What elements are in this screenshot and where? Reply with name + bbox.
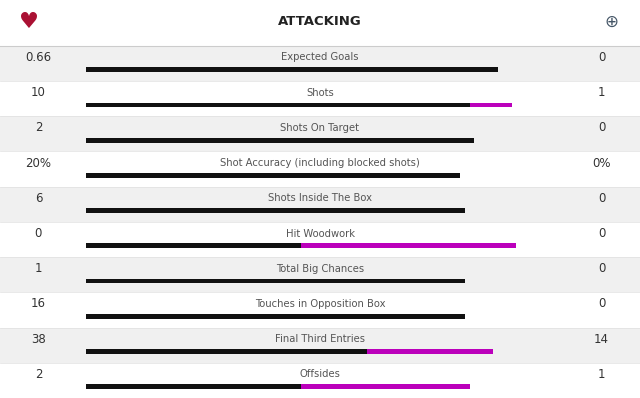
Text: Shot Accuracy (including blocked shots): Shot Accuracy (including blocked shots) bbox=[220, 158, 420, 168]
Text: Shots Inside The Box: Shots Inside The Box bbox=[268, 193, 372, 203]
Text: ⊕: ⊕ bbox=[604, 13, 618, 31]
Text: 2: 2 bbox=[35, 121, 42, 135]
Bar bbox=[367, 349, 493, 354]
Bar bbox=[86, 314, 465, 319]
Text: 1: 1 bbox=[598, 368, 605, 381]
Text: 14: 14 bbox=[594, 333, 609, 346]
Text: Final Third Entries: Final Third Entries bbox=[275, 334, 365, 344]
Text: Touches in Opposition Box: Touches in Opposition Box bbox=[255, 299, 385, 309]
Bar bbox=[86, 279, 465, 283]
Bar bbox=[86, 244, 301, 248]
Text: 1: 1 bbox=[598, 86, 605, 99]
Text: ♥: ♥ bbox=[19, 12, 39, 32]
Text: 10: 10 bbox=[31, 86, 46, 99]
Bar bbox=[0, 81, 640, 116]
Text: 0: 0 bbox=[35, 227, 42, 240]
Text: ATTACKING: ATTACKING bbox=[278, 16, 362, 29]
Bar bbox=[301, 384, 470, 389]
Bar bbox=[86, 67, 497, 72]
Bar bbox=[86, 349, 367, 354]
Text: 0: 0 bbox=[598, 192, 605, 205]
Text: 0: 0 bbox=[598, 51, 605, 64]
Bar bbox=[0, 222, 640, 257]
Bar bbox=[0, 363, 640, 398]
Bar bbox=[0, 116, 640, 152]
Text: Total Big Chances: Total Big Chances bbox=[276, 264, 364, 274]
Text: 0: 0 bbox=[598, 262, 605, 275]
Bar bbox=[0, 187, 640, 222]
Text: 16: 16 bbox=[31, 297, 46, 310]
Text: Offsides: Offsides bbox=[300, 369, 340, 379]
Bar bbox=[0, 46, 640, 81]
Text: 38: 38 bbox=[31, 333, 46, 346]
Text: 0: 0 bbox=[598, 121, 605, 135]
Bar bbox=[86, 208, 465, 213]
Text: 2: 2 bbox=[35, 368, 42, 381]
Text: 0: 0 bbox=[598, 297, 605, 310]
Text: 6: 6 bbox=[35, 192, 42, 205]
Bar bbox=[301, 244, 516, 248]
Bar bbox=[0, 257, 640, 292]
Text: 1: 1 bbox=[35, 262, 42, 275]
Bar bbox=[86, 384, 301, 389]
Bar bbox=[0, 151, 640, 187]
Text: 0%: 0% bbox=[593, 156, 611, 170]
Text: 20%: 20% bbox=[26, 156, 51, 170]
Text: Hit Woodwork: Hit Woodwork bbox=[285, 228, 355, 238]
Bar bbox=[86, 103, 470, 107]
Bar bbox=[86, 173, 460, 178]
Text: Shots: Shots bbox=[306, 88, 334, 98]
Text: Expected Goals: Expected Goals bbox=[281, 53, 359, 62]
Bar bbox=[0, 328, 640, 363]
Bar bbox=[86, 138, 474, 142]
Bar bbox=[470, 103, 511, 107]
Text: 0.66: 0.66 bbox=[26, 51, 51, 64]
Text: Shots On Target: Shots On Target bbox=[280, 123, 360, 133]
Text: 0: 0 bbox=[598, 227, 605, 240]
Bar bbox=[0, 292, 640, 328]
